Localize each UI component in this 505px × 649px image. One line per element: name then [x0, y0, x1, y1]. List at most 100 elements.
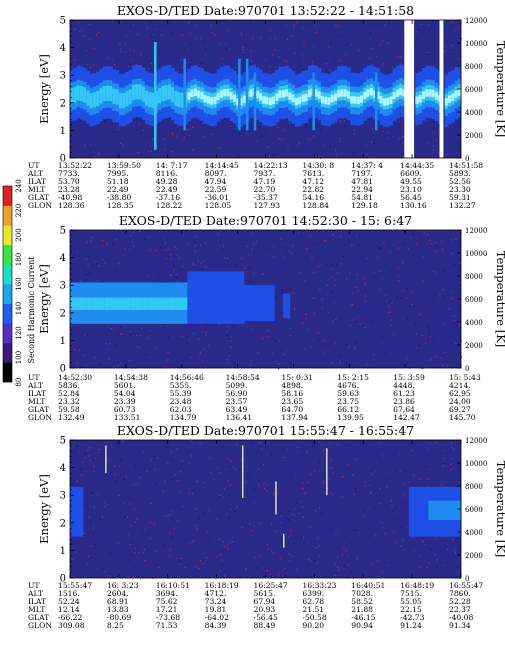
noise-speckle — [200, 38, 202, 40]
noise-speckle — [287, 517, 289, 520]
noise-speckle — [91, 237, 93, 239]
noise-speckle — [306, 484, 308, 486]
y-tick-label: 0 — [60, 154, 66, 165]
noise-speckle — [249, 280, 251, 282]
noise-speckle — [87, 563, 89, 565]
noise-speckle — [180, 471, 182, 473]
noise-speckle — [343, 547, 345, 549]
noise-speckle — [78, 452, 81, 454]
y2-tick-label: 4000 — [465, 529, 483, 537]
band-segment — [115, 89, 120, 105]
noise-speckle — [227, 543, 229, 545]
noise-speckle — [253, 243, 255, 245]
noise-speckle — [410, 557, 412, 559]
noise-speckle — [322, 481, 325, 483]
noise-speckle — [429, 336, 431, 338]
ephemeris-value: 16:48:19 — [400, 581, 434, 590]
noise-speckle — [205, 556, 207, 558]
noise-speckle — [266, 484, 268, 486]
noise-speckle — [321, 298, 323, 300]
noise-speckle — [149, 329, 152, 331]
noise-speckle — [272, 552, 275, 554]
noise-speckle — [297, 446, 299, 448]
noise-speckle — [356, 274, 358, 276]
noise-speckle — [93, 470, 95, 473]
band-core — [182, 297, 188, 311]
noise-speckle — [80, 135, 82, 137]
noise-speckle — [289, 335, 291, 337]
noise-speckle — [354, 320, 356, 322]
ephemeris-value: 66.12 — [337, 405, 359, 414]
noise-speckle — [407, 318, 409, 320]
noise-speckle — [111, 58, 113, 60]
noise-speckle — [354, 347, 356, 349]
band-core — [117, 297, 123, 311]
noise-speckle — [419, 313, 421, 315]
noise-speckle — [273, 493, 275, 495]
ephemeris-value: 5355. — [170, 381, 192, 390]
noise-speckle — [425, 466, 427, 468]
noise-speckle — [301, 54, 303, 56]
noise-speckle — [389, 311, 391, 313]
band-segment — [128, 89, 133, 105]
noise-speckle — [318, 461, 320, 463]
band-segment — [151, 92, 156, 109]
ephemeris-value: 88.49 — [254, 621, 276, 630]
ephemeris-value: 16:18:19 — [205, 581, 239, 590]
noise-speckle — [381, 278, 383, 280]
noise-speckle — [188, 339, 190, 342]
noise-speckle — [196, 260, 199, 262]
noise-speckle — [395, 507, 397, 509]
noise-speckle — [444, 564, 446, 567]
noise-speckle — [427, 233, 429, 235]
noise-speckle — [370, 156, 372, 158]
noise-speckle — [76, 251, 78, 253]
band-segment — [174, 90, 178, 107]
noise-speckle — [260, 442, 262, 444]
band-segment — [112, 88, 117, 104]
noise-speckle — [288, 68, 290, 70]
ephemeris-value: 13:52:22 — [58, 161, 92, 170]
noise-speckle — [88, 455, 90, 457]
noise-speckle — [303, 516, 305, 519]
noise-speckle — [167, 256, 169, 258]
noise-speckle — [314, 560, 316, 562]
noise-speckle — [94, 156, 96, 158]
noise-speckle — [70, 121, 72, 123]
ephemeris-value: 7515. — [400, 589, 422, 598]
noise-speckle — [278, 56, 280, 58]
band-segment — [346, 91, 351, 99]
noise-speckle — [336, 566, 339, 568]
noise-speckle — [122, 440, 124, 442]
noise-speckle — [219, 538, 221, 540]
noise-speckle — [199, 560, 202, 562]
noise-speckle — [362, 317, 364, 319]
noise-speckle — [170, 258, 172, 260]
noise-speckle — [108, 358, 110, 360]
ephemeris-value: 14:52:30 — [58, 373, 92, 382]
noise-speckle — [403, 493, 405, 495]
noise-speckle — [146, 27, 148, 29]
band-segment — [428, 89, 433, 97]
noise-speckle — [232, 155, 235, 157]
noise-speckle — [283, 20, 285, 22]
noise-speckle — [217, 240, 219, 242]
noise-speckle — [348, 357, 350, 359]
noise-speckle — [328, 46, 330, 48]
noise-speckle — [251, 442, 253, 444]
noise-speckle — [216, 519, 218, 521]
noise-speckle — [235, 128, 237, 130]
noise-speckle — [452, 51, 454, 53]
noise-speckle — [98, 449, 100, 451]
band-segment — [392, 91, 397, 100]
noise-speckle — [236, 506, 238, 508]
noise-speckle — [213, 479, 215, 481]
noise-speckle — [447, 365, 449, 367]
noise-speckle — [359, 323, 361, 325]
band-segment — [219, 90, 224, 98]
band-core — [78, 297, 84, 311]
noise-speckle — [270, 453, 272, 456]
noise-speckle — [84, 259, 86, 261]
ephemeris-row-label: MLT — [28, 185, 45, 194]
noise-speckle — [321, 445, 323, 447]
